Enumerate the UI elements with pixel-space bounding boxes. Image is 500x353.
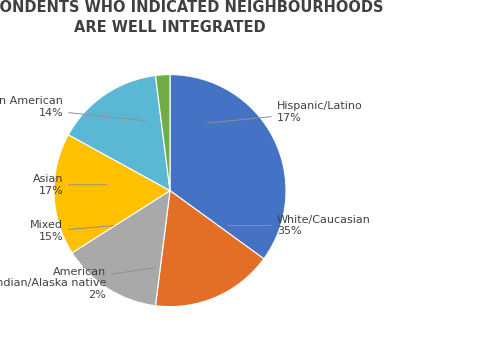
Text: Hispanic/Latino
17%: Hispanic/Latino 17% xyxy=(208,101,362,123)
Text: American
Indian/Alaska native
2%: American Indian/Alaska native 2% xyxy=(0,267,156,300)
Text: African American
14%: African American 14% xyxy=(0,96,146,121)
Text: Asian
17%: Asian 17% xyxy=(33,174,107,196)
Text: White/Caucasian
35%: White/Caucasian 35% xyxy=(228,215,370,236)
Text: Mixed
15%: Mixed 15% xyxy=(30,220,114,242)
Wedge shape xyxy=(68,76,170,191)
Wedge shape xyxy=(54,135,170,253)
Wedge shape xyxy=(170,74,286,259)
Wedge shape xyxy=(156,74,170,191)
Title: RESPONDENTS WHO INDICATED NEIGHBOURHOODS
ARE WELL INTEGRATED: RESPONDENTS WHO INDICATED NEIGHBOURHOODS… xyxy=(0,0,384,35)
Wedge shape xyxy=(156,191,264,307)
Wedge shape xyxy=(72,191,170,306)
